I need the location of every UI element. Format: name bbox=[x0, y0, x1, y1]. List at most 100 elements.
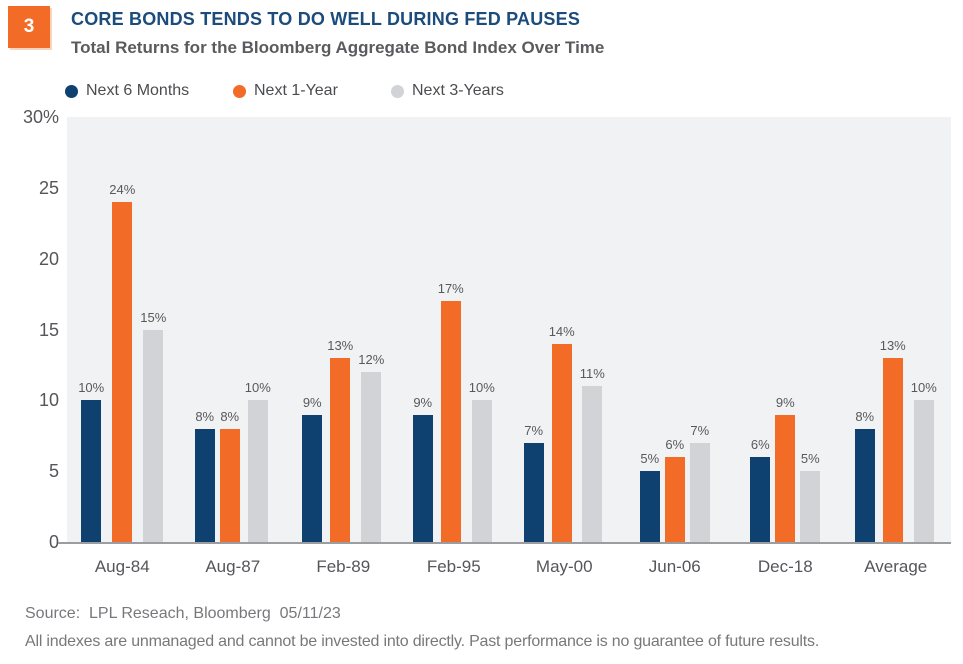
legend-dot-next-6-months-icon bbox=[65, 84, 78, 98]
bar bbox=[361, 372, 382, 542]
bar bbox=[523, 442, 544, 542]
bar-value-label: 17% bbox=[437, 281, 464, 297]
bar-value-label: 9% bbox=[302, 394, 322, 410]
x-tick-label: Jun-06 bbox=[648, 557, 701, 576]
legend-dot-next-3-years-icon bbox=[391, 84, 404, 98]
bar bbox=[775, 414, 796, 542]
bar-value-label: 12% bbox=[358, 352, 385, 367]
bar bbox=[913, 400, 934, 542]
bar bbox=[639, 471, 660, 542]
bar-column: 9% bbox=[412, 394, 433, 542]
x-tick-label: Aug-84 bbox=[94, 557, 150, 576]
x-tick-label: Feb-89 bbox=[316, 557, 371, 576]
bar-column: 15% bbox=[140, 309, 167, 542]
bar-group-feb-95: 9% 17% 10% bbox=[399, 117, 510, 542]
x-axis-labels: Aug-84 Aug-87 Feb-89 Feb-95 May-00 Jun-06 Dec-… bbox=[67, 557, 951, 577]
bar-value-label: 8% bbox=[220, 408, 240, 424]
bar-column: 8% bbox=[219, 408, 240, 542]
legend-item-next-1-year: Next 1-Year bbox=[233, 82, 338, 100]
bar-value-label: 9% bbox=[413, 394, 433, 410]
bar bbox=[412, 414, 433, 542]
bar-group-jun-06: 5% 6% 7% bbox=[620, 117, 731, 542]
x-tick-label: Dec-18 bbox=[757, 557, 813, 576]
bar bbox=[219, 428, 240, 542]
bar bbox=[689, 442, 710, 542]
bar-group-aug-84: 10% 24% 15% bbox=[67, 117, 178, 542]
source-note: Source: LPL Reseach, Bloomberg 05/11/23 bbox=[25, 605, 341, 622]
x-tick-label: Average bbox=[864, 557, 928, 576]
bar bbox=[247, 400, 268, 542]
bar-column: 17% bbox=[438, 281, 464, 542]
bar-column: 9% bbox=[775, 394, 796, 542]
bar bbox=[800, 471, 821, 542]
chart-subtitle: Total Returns for the Bloomberg Aggregat… bbox=[71, 38, 605, 57]
bar bbox=[194, 428, 215, 542]
bar-value-label: 10% bbox=[910, 380, 937, 396]
bar-column: 5% bbox=[639, 451, 660, 542]
legend-label: Next 3-Years bbox=[412, 82, 504, 99]
bar-column: 13% bbox=[327, 338, 353, 542]
disclaimer-text: All indexes are unmanaged and cannot be … bbox=[25, 633, 820, 650]
bar-value-label: 8% bbox=[855, 408, 875, 424]
bar-value-label: 10% bbox=[468, 380, 495, 396]
y-tick-label: 10 bbox=[38, 390, 59, 411]
bar bbox=[81, 400, 102, 542]
y-tick-label: 20 bbox=[38, 248, 59, 269]
bar-column: 10% bbox=[245, 380, 271, 542]
bar-column: 6% bbox=[664, 437, 685, 542]
bar-column: 14% bbox=[549, 324, 575, 542]
bar-value-label: 5% bbox=[640, 451, 660, 467]
bar bbox=[440, 301, 461, 542]
bar bbox=[112, 202, 133, 542]
bar-column: 8% bbox=[854, 408, 875, 542]
chart-title: CORE BONDS TENDS TO DO WELL DURING FED P… bbox=[71, 9, 581, 29]
bar bbox=[302, 414, 323, 542]
bar-column: 6% bbox=[750, 437, 771, 542]
bar bbox=[471, 400, 492, 542]
bar bbox=[582, 386, 603, 542]
legend-item-next-6-months: Next 6 Months bbox=[65, 82, 189, 100]
bar-column: 7% bbox=[523, 423, 544, 542]
bar bbox=[143, 329, 164, 542]
bar-value-label: 10% bbox=[244, 380, 271, 396]
bar-value-label: 6% bbox=[665, 437, 685, 452]
bar bbox=[882, 357, 903, 542]
bar bbox=[551, 343, 572, 542]
bar-column: 8% bbox=[194, 408, 215, 542]
bar-value-label: 11% bbox=[579, 366, 605, 382]
bar-value-label: 14% bbox=[548, 323, 575, 339]
bar bbox=[750, 457, 771, 542]
bar-value-label: 5% bbox=[800, 451, 820, 467]
x-tick-label: Aug-87 bbox=[205, 557, 261, 576]
bar bbox=[664, 457, 685, 542]
bar bbox=[854, 428, 875, 542]
bar-group-average: 8% 13% 10% bbox=[841, 117, 952, 542]
bar-group-dec-18: 6% 9% 5% bbox=[730, 117, 841, 542]
bar-value-label: 6% bbox=[750, 437, 770, 452]
bar-group-feb-89: 9% 13% 12% bbox=[288, 117, 399, 542]
bar-column: 24% bbox=[109, 182, 135, 542]
bar-value-label: 9% bbox=[775, 394, 795, 410]
bar-column: 10% bbox=[469, 380, 495, 542]
figure-number-badge: 3 bbox=[8, 6, 50, 48]
legend: Next 6 Months Next 1-Year Next 3-Years bbox=[0, 82, 963, 102]
bar-column: 10% bbox=[911, 380, 937, 542]
y-tick-label: 25 bbox=[38, 177, 59, 198]
y-tick-label: 5 bbox=[48, 461, 59, 482]
plot-area: 10% 24% 15% 8% 8% 10% 9% 13% 12% 9% 17% 10% 7% 14% 11%… bbox=[67, 117, 951, 542]
legend-dot-next-1-year-icon bbox=[233, 84, 246, 98]
x-tick-label: May-00 bbox=[535, 557, 593, 576]
bar bbox=[330, 357, 351, 542]
y-tick-label: 15 bbox=[38, 319, 59, 340]
x-tick-label: Feb-95 bbox=[426, 557, 481, 576]
bar-value-label: 24% bbox=[109, 182, 136, 197]
bar-value-label: 7% bbox=[690, 422, 710, 438]
bar-value-label: 15% bbox=[140, 309, 167, 325]
bar-column: 11% bbox=[580, 366, 605, 542]
y-tick-label: 0 bbox=[48, 532, 59, 552]
bar-group-aug-87: 8% 8% 10% bbox=[178, 117, 289, 542]
legend-label: Next 1-Year bbox=[254, 82, 338, 99]
bar-value-label: 8% bbox=[195, 408, 215, 424]
